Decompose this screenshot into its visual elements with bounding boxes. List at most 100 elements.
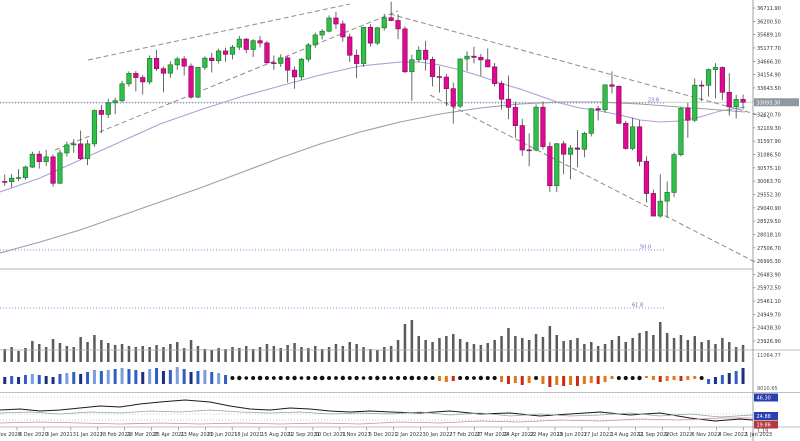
impulse-up-bar <box>106 370 110 384</box>
candle-body <box>326 17 332 32</box>
volume-bar <box>300 347 303 362</box>
candle-body <box>498 83 505 100</box>
volume-bar <box>638 333 641 362</box>
impulse-up-bar <box>65 373 69 384</box>
impulse-dot <box>361 376 366 380</box>
volume-bar <box>417 336 420 362</box>
volume-bar <box>341 346 345 362</box>
volume-bar <box>686 340 690 362</box>
impulse-down-bar <box>589 376 593 383</box>
price-axis[interactable]: 36711.90 36200.50 35689.10 35177.70 34666.30… <box>752 0 781 441</box>
candle-body <box>15 177 22 179</box>
price-label: 33643.50 <box>757 86 781 92</box>
trendline[interactable] <box>389 13 771 119</box>
panel-separators <box>0 349 800 428</box>
impulse-dot <box>472 376 476 380</box>
impulse-up-bar <box>182 369 186 384</box>
candle-body <box>50 156 56 184</box>
candle-body <box>229 46 236 55</box>
volume-bar <box>272 346 276 362</box>
candle-body <box>561 143 567 155</box>
volume-bar <box>410 320 414 362</box>
candle-body <box>71 143 77 146</box>
candle-body <box>567 147 574 155</box>
candle-body <box>374 27 380 44</box>
candle-body <box>43 156 49 162</box>
volume-bar <box>541 337 545 362</box>
candle-body <box>381 17 387 29</box>
impulse-up-bar <box>92 370 96 384</box>
candle-body <box>312 34 318 46</box>
impulse-up-bar <box>196 371 200 384</box>
candle-body <box>133 73 139 78</box>
impulse-dot <box>257 375 263 381</box>
moving-averages-layer <box>0 61 746 254</box>
volume-bar <box>376 350 379 362</box>
volume-bar <box>527 340 531 362</box>
trendline[interactable] <box>54 10 399 151</box>
impulse-down-bar <box>693 376 697 379</box>
candle-body <box>347 36 353 56</box>
candle-body <box>236 38 242 48</box>
candle-body <box>195 66 201 98</box>
candle-body <box>181 58 187 67</box>
trendline[interactable] <box>429 94 756 263</box>
candle-body <box>478 56 484 61</box>
date-label: 28 Mar 2021 <box>127 432 159 438</box>
candle-body <box>457 58 463 107</box>
impulse-up-bar <box>727 373 731 384</box>
impulse-dot <box>699 376 704 380</box>
impulse-dot <box>299 376 304 380</box>
candle-body <box>519 125 525 151</box>
impulse-down-bar <box>651 376 655 380</box>
impulse-dot <box>271 376 276 380</box>
volume-bar <box>334 344 338 362</box>
impulse-indicator-layer <box>3 367 745 387</box>
volume-bar <box>714 344 717 362</box>
volume-bar <box>700 342 703 362</box>
date-label: 8 Nov 2020 <box>0 432 21 438</box>
impulse-up-bar <box>175 367 179 384</box>
volume-bar <box>665 333 669 362</box>
impulse-down-bar <box>596 376 600 384</box>
volume-bar <box>734 347 738 362</box>
trendlines-layer[interactable] <box>54 3 771 263</box>
volume-bar <box>155 345 158 362</box>
impulse-down-bar <box>527 376 531 383</box>
impulse-up-bar <box>58 374 62 384</box>
impulse-up-bar <box>148 369 152 384</box>
fib-retracement-layer[interactable]: 23.6 50.0 61.8 <box>0 98 665 309</box>
trendline[interactable] <box>87 3 351 61</box>
candle-body <box>340 23 346 38</box>
volume-bar <box>603 344 607 362</box>
volume-bar <box>162 347 165 362</box>
impulse-dot <box>375 375 380 381</box>
date-label: 1 Jan 2023 <box>745 432 772 438</box>
volume-bar <box>72 347 75 362</box>
candle-body <box>153 58 160 70</box>
impulse-down-bar <box>575 376 579 386</box>
candle-body <box>360 26 367 64</box>
impulse-down-bar <box>569 376 573 385</box>
volume-bar <box>176 342 179 362</box>
osc-main <box>0 399 754 422</box>
gridlines-layer <box>0 101 753 270</box>
last-price-value: 33093.30 <box>757 100 781 106</box>
candle-body <box>409 59 415 73</box>
volume-bar <box>31 341 34 362</box>
volume-bar <box>465 342 469 362</box>
impulse-dot <box>313 375 318 381</box>
volume-bar <box>389 346 393 362</box>
price-label: 36711.90 <box>757 6 781 12</box>
date-label: 17 Jul 2022 <box>584 432 612 438</box>
impulse-dot <box>244 376 249 380</box>
oscillator-layer <box>0 396 754 425</box>
candle-body <box>264 42 270 64</box>
candle-body <box>485 59 491 68</box>
impulse-up-bar <box>189 372 193 384</box>
candle-body <box>581 133 587 150</box>
price-label: 24949.70 <box>757 312 781 318</box>
volume-bar <box>383 347 386 362</box>
